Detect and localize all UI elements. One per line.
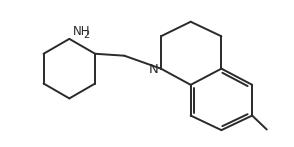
Text: N: N [148,63,158,76]
Text: 2: 2 [83,30,89,40]
Text: NH: NH [73,25,91,38]
